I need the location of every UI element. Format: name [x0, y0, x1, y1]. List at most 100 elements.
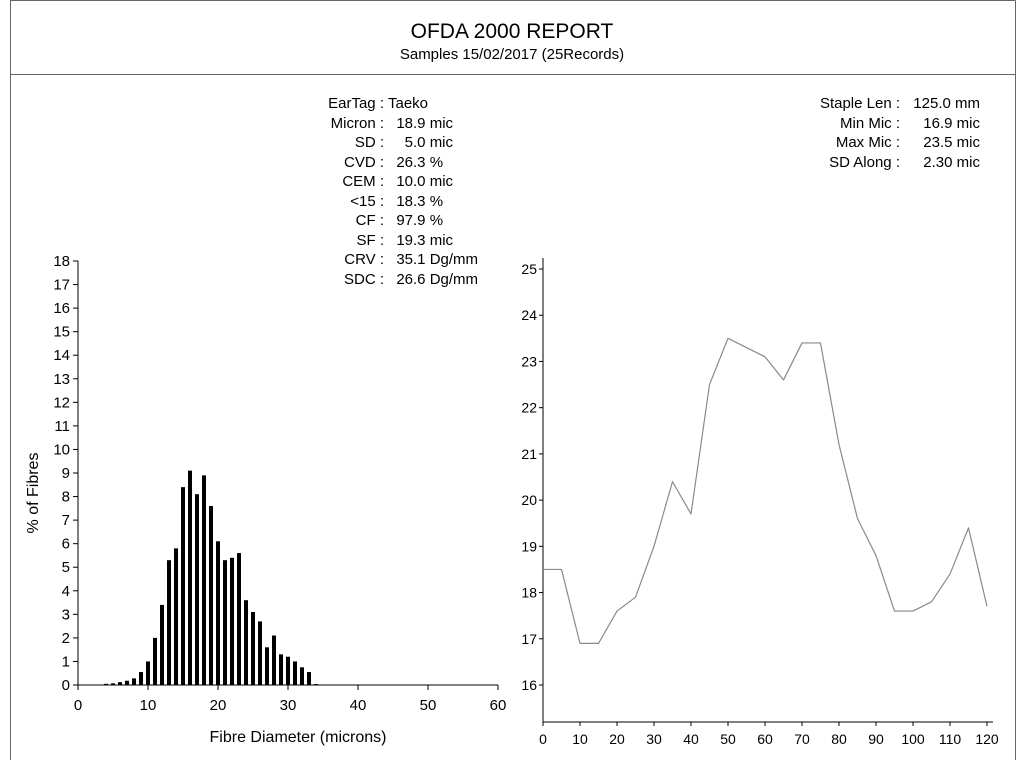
stat-label: CVD : [343, 153, 384, 171]
y-tick-label: 15 [53, 324, 70, 341]
y-tick-label: 0 [62, 677, 70, 694]
histogram-bar [377, 684, 381, 686]
stat-value: 10.0 mic [388, 173, 454, 190]
histogram-bar [153, 637, 157, 685]
x-tick-label: 60 [757, 731, 773, 747]
stat-label: Micron : [330, 114, 384, 132]
y-tick-label: 24 [521, 307, 537, 323]
histogram-bar [426, 684, 430, 686]
histogram-bar [349, 684, 353, 686]
stat-value: 19.3 mic [388, 231, 454, 249]
y-tick-label: 17 [53, 277, 70, 294]
report-subtitle: Samples 15/02/2017 (25Records) [399, 46, 625, 63]
x-tick-label: 50 [420, 697, 437, 714]
report-title: OFDA 2000 REPORT [410, 20, 614, 43]
histogram-bar [195, 494, 199, 685]
histogram-bar [244, 600, 248, 685]
histogram-bar [132, 678, 136, 685]
y-axis-title: % of Fibres [25, 453, 42, 534]
histogram-bar [454, 684, 458, 686]
y-tick-label: 10 [53, 441, 70, 458]
histogram-bar [286, 656, 290, 685]
histogram-bar [461, 684, 465, 686]
histogram-bar [223, 560, 227, 685]
x-tick-label: 100 [901, 731, 925, 747]
stat-label: <15 : [350, 192, 384, 210]
histogram-bar [328, 684, 332, 686]
stat-value: 16.9 mic [923, 114, 980, 132]
stat-value: 26.3 % [388, 153, 444, 171]
histogram-bar [307, 672, 311, 685]
y-tick-label: 8 [62, 489, 70, 506]
histogram-bar [118, 682, 122, 685]
y-tick-label: 20 [521, 492, 537, 508]
histogram-bar [489, 684, 493, 686]
histogram-bar [384, 684, 388, 686]
histogram-bar [216, 541, 220, 685]
stat-row-under15: <15 : 18.3 % [260, 192, 478, 212]
histogram-bar [342, 684, 346, 686]
y-tick-label: 12 [53, 394, 70, 411]
stat-label: CEM : [342, 173, 384, 190]
histogram-bar [125, 680, 129, 685]
y-tick-label: 4 [62, 583, 70, 600]
x-tick-label: 90 [868, 731, 884, 747]
histogram-bar [272, 635, 276, 685]
stat-label: Max Mic : [835, 134, 900, 151]
stat-label: CF : [355, 212, 384, 229]
x-tick-label: 10 [140, 697, 157, 714]
histogram-bar [167, 560, 171, 685]
stat-value: Taeko [388, 95, 429, 112]
y-tick-label: 25 [521, 261, 537, 277]
stat-label: EarTag : [328, 95, 384, 112]
x-tick-label: 60 [490, 697, 507, 714]
histogram-bar [440, 684, 444, 686]
stat-value: 18.3 % [388, 192, 444, 210]
histogram-bar [412, 684, 416, 686]
x-tick-label: 0 [539, 731, 547, 747]
x-tick-label: 20 [609, 731, 625, 747]
histogram-bar [433, 684, 437, 686]
x-tick-label: 110 [939, 731, 962, 747]
histogram-bar [363, 684, 367, 686]
y-tick-label: 16 [53, 300, 70, 317]
stat-row-sd: SD : 5.0 mic [260, 133, 478, 153]
y-tick-label: 3 [62, 606, 70, 623]
histogram-bar [237, 553, 241, 685]
x-tick-label: 10 [572, 731, 588, 747]
stat-label: SDC : [343, 270, 384, 288]
stat-value: 125.0 mm [913, 95, 980, 112]
stat-row-sdc: SDC : 26.6 Dg/mm [260, 270, 478, 290]
histogram-bar [174, 548, 178, 685]
histogram-bar [251, 611, 255, 685]
x-tick-label: 40 [350, 697, 367, 714]
y-tick-label: 2 [62, 630, 70, 647]
stat-row-cf: CF : 97.9 % [260, 211, 478, 231]
y-tick-label: 23 [521, 353, 537, 369]
x-tick-label: 40 [683, 731, 699, 747]
diameter-profile-line [543, 337, 988, 645]
x-tick-label: 30 [646, 731, 662, 747]
histogram-bar [300, 667, 304, 685]
stat-value: 26.6 Dg/mm [388, 270, 479, 288]
histogram-bar [104, 683, 108, 685]
histogram-bar [188, 470, 192, 685]
histogram-bar [447, 684, 451, 686]
histogram-bar [279, 654, 283, 685]
histogram-bar [209, 505, 213, 685]
stat-label: SF : [356, 231, 384, 249]
histogram-bar [202, 475, 206, 685]
stat-value: 35.1 Dg/mm [388, 251, 479, 268]
stat-row-min-mic: Min Mic : 16.9 mic [730, 114, 980, 134]
y-tick-label: 18 [521, 585, 537, 601]
stat-row-crv: CRV : 35.1 Dg/mm [260, 250, 478, 270]
stat-value: 23.5 mic [923, 134, 980, 151]
y-tick-label: 5 [62, 559, 70, 576]
histogram-bar [370, 684, 374, 686]
x-tick-label: 80 [831, 731, 847, 747]
y-tick-label: 14 [53, 347, 70, 364]
histogram-bar [230, 557, 234, 685]
sample-stats-panel: EarTag : Taeko Micron : 18.9 mic SD : 5.0… [260, 94, 478, 289]
stat-value: 5.0 mic [388, 134, 454, 151]
histogram-bar [139, 672, 143, 685]
